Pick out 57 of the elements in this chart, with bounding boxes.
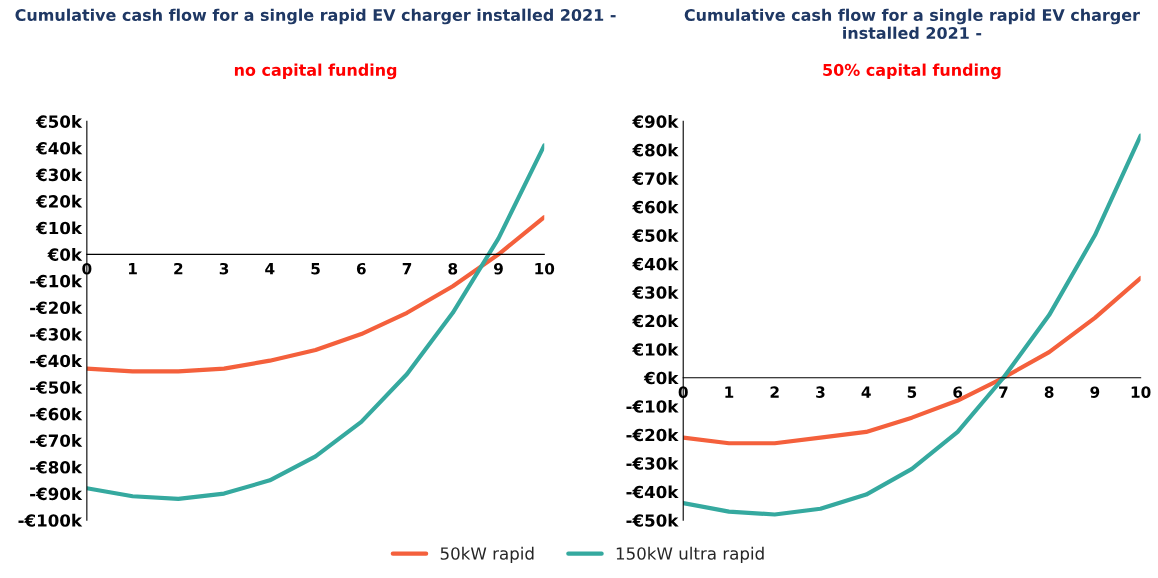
chart-subtitle: 50% capital funding xyxy=(823,63,1001,80)
y-tick-label: -€50k xyxy=(626,513,679,527)
y-tick-label: -€80k xyxy=(30,460,83,474)
y-tick-label: -€100k xyxy=(18,513,83,527)
y-tick-label: €50k xyxy=(632,229,679,242)
y-tick-label: €60k xyxy=(632,200,679,214)
x-tick-label: 9 xyxy=(493,262,503,275)
y-tick-label: €20k xyxy=(632,314,679,328)
y-tick-label: -€20k xyxy=(30,301,83,315)
y-tick-label: €40k xyxy=(632,257,679,271)
y-tick-label: €0k xyxy=(47,247,83,261)
x-tick-label: 5 xyxy=(907,386,917,398)
y-tick-label: -€10k xyxy=(30,274,83,288)
x-tick-label: 9 xyxy=(1090,386,1100,398)
x-tick-label: 4 xyxy=(861,386,871,398)
x-tick-label: 3 xyxy=(816,386,825,398)
y-tick-label: -€30k xyxy=(626,456,679,470)
x-tick-label: 3 xyxy=(219,262,229,275)
x-tick-label: 4 xyxy=(265,263,275,275)
y-tick-label: -€60k xyxy=(30,407,83,421)
chart-title: Cumulative cash flow for a single rapid EV charger installed 2021 - xyxy=(15,8,616,25)
x-tick-label: 8 xyxy=(1044,386,1054,398)
y-tick-label: -€90k xyxy=(30,487,83,501)
y-tick-label: €80k xyxy=(632,143,679,157)
y-tick-label: -€70k xyxy=(30,434,83,448)
x-tick-label: 10 xyxy=(535,262,555,275)
x-tick-label: 6 xyxy=(953,386,963,398)
x-tick-label: 7 xyxy=(999,386,1008,398)
legend-label: 150kW ultra rapid xyxy=(616,546,764,563)
y-tick-label: -€20k xyxy=(626,428,679,442)
y-tick-label: €40k xyxy=(35,141,83,155)
y-tick-label: -€10k xyxy=(626,399,679,413)
x-tick-label: 2 xyxy=(174,262,183,275)
y-tick-label: -€40k xyxy=(626,485,679,499)
x-tick-label: 2 xyxy=(770,386,779,398)
x-tick-label: 1 xyxy=(129,263,137,275)
x-tick-label: 8 xyxy=(448,262,458,275)
legend-label: 50kW rapid xyxy=(440,546,534,563)
x-tick-label: 5 xyxy=(311,263,320,275)
x-tick-label: 1 xyxy=(725,386,734,398)
y-tick-label: €70k xyxy=(632,172,679,185)
y-tick-label: -€40k xyxy=(30,354,83,368)
chart-title: Cumulative cash flow for a single rapid EV charger installed 2021 - xyxy=(684,8,1140,40)
y-tick-label: -€50k xyxy=(30,380,83,394)
y-tick-label: €0k xyxy=(643,371,679,385)
x-tick-label: 7 xyxy=(402,263,412,275)
y-tick-label: €10k xyxy=(632,342,679,356)
y-tick-label: €90k xyxy=(632,115,679,128)
y-tick-label: -€30k xyxy=(30,327,83,341)
x-tick-label: 6 xyxy=(356,262,366,275)
y-tick-label: €30k xyxy=(632,285,679,299)
y-tick-label: €30k xyxy=(35,168,83,182)
chart-subtitle: no capital funding xyxy=(234,63,397,80)
y-tick-label: €10k xyxy=(35,221,83,235)
y-tick-label: €20k xyxy=(35,194,83,208)
y-tick-label: €50k xyxy=(35,115,83,128)
x-tick-label: 10 xyxy=(1131,386,1151,398)
